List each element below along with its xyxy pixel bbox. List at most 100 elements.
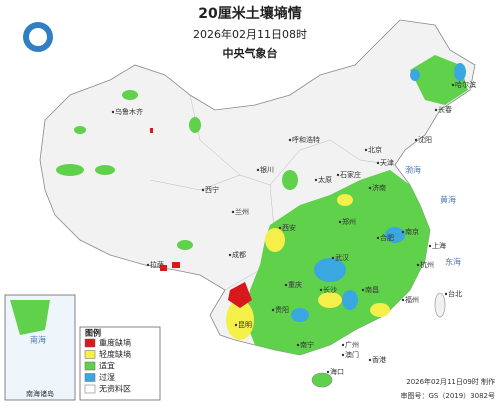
place-label: 昆明	[238, 321, 252, 329]
place-dot	[401, 298, 405, 302]
place-label: 贵阳	[275, 305, 289, 314]
place-label: 杭州	[420, 260, 434, 269]
place-label: 石家庄	[340, 170, 361, 179]
place-label: 拉萨	[150, 260, 164, 269]
place-dot	[416, 263, 420, 267]
place-dot	[361, 288, 365, 292]
title: 20厘米土壤墒情	[198, 5, 301, 22]
place-dot	[368, 358, 372, 362]
legend-label: 无资料区	[99, 384, 131, 394]
place-dot	[401, 230, 405, 234]
place-label: 海口	[330, 367, 344, 376]
legend-label: 过湿	[99, 372, 115, 382]
place-label: 南昌	[365, 285, 379, 294]
place-label: 郑州	[342, 218, 356, 226]
place-dot	[338, 220, 342, 224]
place-dot	[271, 308, 275, 312]
place-label: 香港	[372, 355, 386, 364]
place-dot	[288, 138, 292, 142]
place-dot	[234, 323, 238, 327]
place-label: 长春	[438, 105, 452, 114]
zone-suitable-patches	[56, 90, 383, 250]
place-dot	[368, 186, 372, 190]
sea-label: 渤海	[405, 165, 421, 175]
place-label: 南宁	[300, 340, 314, 349]
place-label: 呼和浩特	[292, 135, 320, 144]
legend-label: 轻度缺墒	[99, 349, 131, 359]
inset-label: 南海诸岛	[26, 389, 54, 398]
place-label: 合肥	[380, 233, 394, 242]
hainan	[311, 372, 333, 388]
legend-swatch	[84, 384, 96, 394]
place-dot	[376, 161, 380, 165]
place-dot	[319, 288, 323, 292]
place-label: 乌鲁木齐	[115, 107, 143, 116]
place-dot	[331, 256, 335, 260]
place-dot	[341, 353, 345, 357]
place-label: 福州	[405, 295, 419, 304]
place-label: 北京	[368, 145, 382, 154]
place-dot	[376, 236, 380, 240]
place-label: 澳门	[345, 350, 359, 359]
place-label: 长沙	[323, 285, 337, 294]
legend-label: 适宜	[99, 361, 115, 371]
place-dot	[201, 188, 205, 192]
time: 2026年02月11日08时	[193, 27, 307, 41]
place-dot	[451, 83, 455, 87]
legend-swatch	[84, 350, 96, 359]
place-label: 上海	[432, 241, 446, 250]
legend-title: 图例	[85, 328, 101, 338]
sea-label: 东海	[445, 257, 461, 267]
place-label: 广州	[345, 340, 359, 349]
place-label: 济南	[372, 183, 386, 192]
place-dot	[111, 110, 115, 114]
place-label: 天津	[380, 159, 394, 167]
legend-swatch	[84, 338, 96, 348]
taiwan	[434, 292, 446, 318]
place-label: 武汉	[335, 253, 349, 262]
place-label: 台北	[448, 289, 462, 298]
place-dot	[341, 343, 345, 347]
place-label: 沈阳	[418, 135, 432, 144]
place-dot	[284, 283, 288, 287]
zone-light-deficit	[226, 194, 390, 340]
sea-label: 黄海	[440, 195, 456, 205]
place-label: 银川	[260, 165, 274, 174]
place-dot	[278, 226, 282, 230]
place-label: 重庆	[288, 280, 302, 289]
place-dot	[326, 370, 330, 374]
place-dot	[444, 292, 448, 296]
place-dot	[231, 210, 235, 214]
place-label: 兰州	[235, 207, 249, 216]
legend-swatch	[84, 361, 96, 371]
place-label: 太原	[318, 175, 332, 184]
sea-label: 南海	[30, 335, 46, 345]
footer-made: 2026年02月11日09时 制作	[406, 377, 495, 386]
place-dot	[434, 108, 438, 112]
legend-label: 重度缺墒	[99, 338, 131, 348]
place-labels: 乌鲁木齐拉萨西宁兰州银川呼和浩特北京天津石家庄太原济南郑州西安成都重庆武汉合肥南…	[30, 80, 476, 376]
place-dot	[414, 138, 418, 142]
issuer: 中央气象台	[223, 46, 278, 60]
place-dot	[256, 168, 260, 172]
place-dot	[428, 244, 432, 248]
place-label: 哈尔滨	[455, 80, 476, 89]
place-dot	[146, 263, 150, 267]
place-label: 南京	[405, 227, 419, 236]
footer-review: 审图号：GS（2019）3082号	[401, 391, 496, 400]
place-label: 西宁	[205, 185, 219, 194]
place-dot	[228, 253, 232, 257]
zone-suitable-ne	[410, 55, 468, 105]
place-dot	[314, 178, 318, 182]
place-dot	[364, 148, 368, 152]
zone-severe-deficit	[150, 128, 252, 308]
zone-wet	[291, 63, 466, 382]
legend-swatch	[84, 373, 96, 382]
inset-land	[10, 300, 50, 335]
place-dot	[296, 343, 300, 347]
place-dot	[336, 173, 340, 177]
place-label: 成都	[232, 250, 246, 259]
